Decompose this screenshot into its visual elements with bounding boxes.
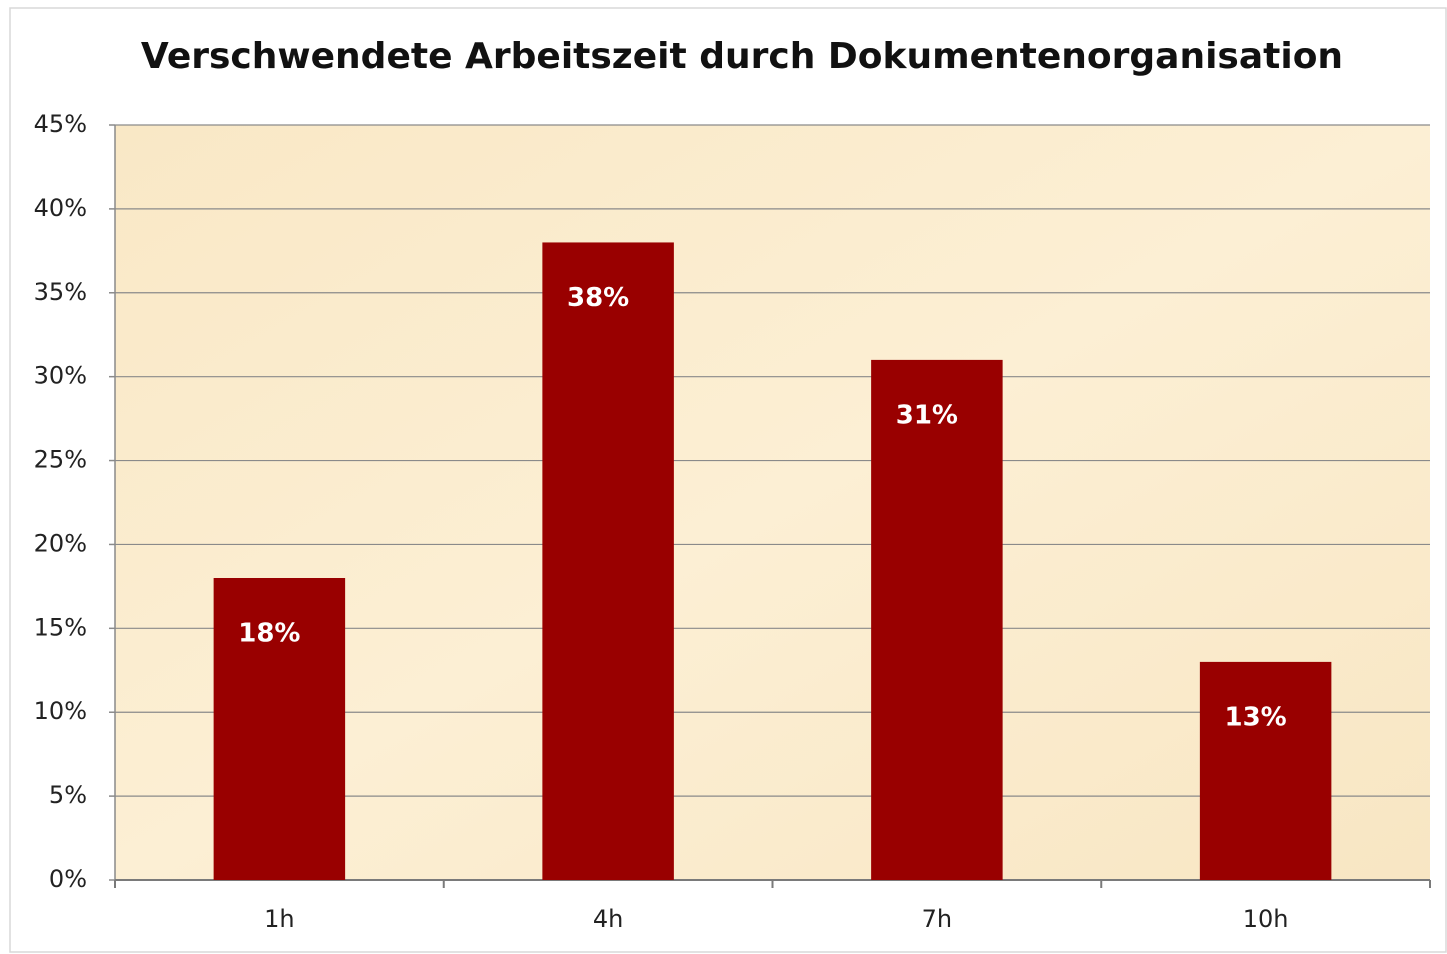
bar [871, 359, 1003, 880]
y-tick-label: 5% [49, 781, 87, 809]
chart-title: Verschwendete Arbeitszeit durch Dokument… [141, 36, 1343, 77]
bar [1199, 661, 1332, 880]
bar [542, 242, 674, 880]
y-tick-label: 40% [34, 194, 87, 222]
x-tick-label: 10h [1243, 905, 1289, 933]
y-tick-label: 25% [34, 446, 87, 474]
y-tick-label: 45% [34, 110, 87, 138]
y-tick-label: 35% [34, 278, 87, 306]
x-tick-label: 4h [593, 905, 623, 933]
data-label: 31% [896, 400, 958, 430]
y-tick-label: 20% [34, 529, 87, 557]
y-tick-label: 0% [49, 865, 87, 893]
x-tick-label: 1h [264, 905, 294, 933]
data-label: 18% [238, 619, 300, 649]
data-label: 13% [1225, 702, 1287, 732]
bar [213, 578, 346, 880]
x-tick-label: 7h [922, 905, 952, 933]
y-tick-label: 10% [34, 697, 87, 725]
data-label: 38% [567, 283, 629, 313]
y-tick-label: 30% [34, 362, 87, 390]
y-tick-label: 15% [34, 613, 87, 641]
